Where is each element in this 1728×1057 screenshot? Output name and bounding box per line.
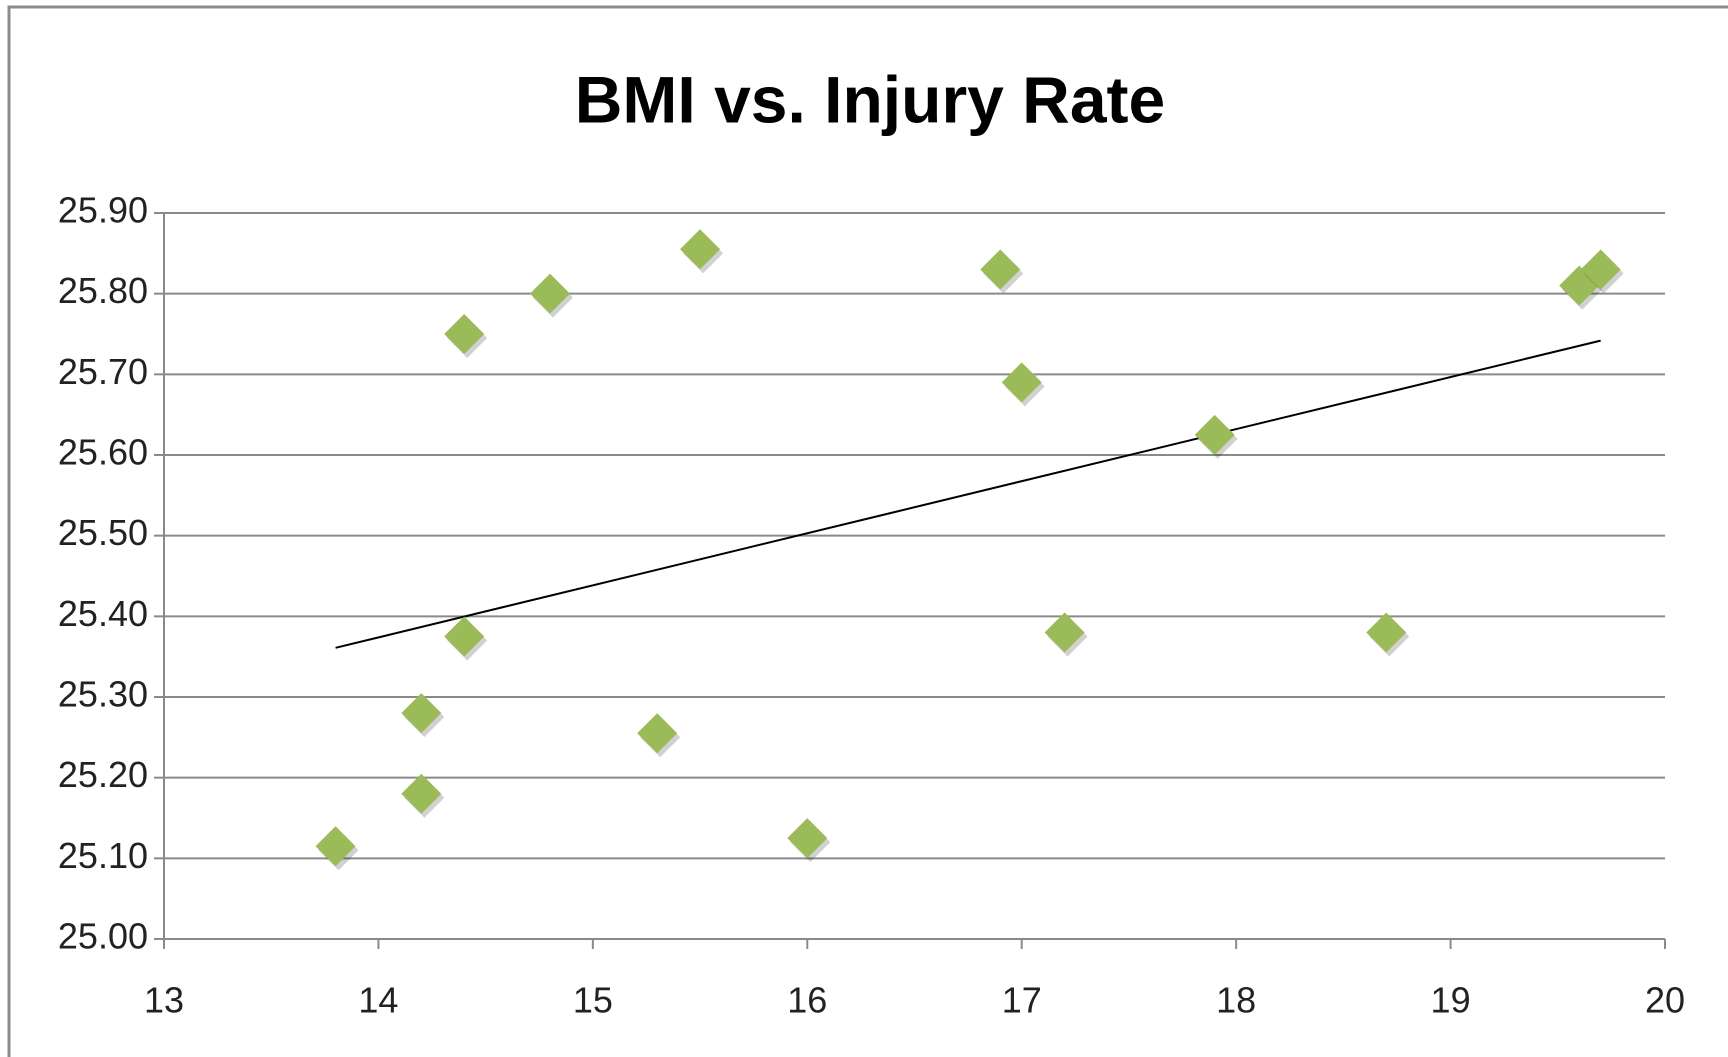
data-point (1366, 612, 1407, 653)
x-tick-label: 19 (1431, 980, 1471, 1021)
data-point (444, 314, 485, 354)
data-point (444, 616, 485, 657)
x-tick-label: 17 (1002, 980, 1042, 1021)
data-point (787, 818, 828, 859)
data-point (637, 713, 678, 754)
x-tick-label: 18 (1216, 980, 1256, 1021)
y-tick-label: 25.30 (58, 674, 148, 715)
data-point (315, 826, 356, 867)
y-tick-label: 25.80 (58, 270, 148, 311)
data-point (680, 229, 721, 270)
data-point (401, 693, 442, 734)
data-point (1001, 362, 1042, 403)
x-tick-label: 16 (787, 980, 827, 1021)
data-point (529, 273, 570, 314)
y-tick-label: 25.60 (58, 432, 148, 473)
y-tick-label: 25.40 (58, 593, 148, 634)
x-tick-label: 13 (144, 980, 184, 1021)
trendline (335, 339, 1601, 649)
y-tick-label: 25.90 (58, 190, 148, 231)
y-tick-label: 25.00 (58, 916, 148, 957)
y-tick-label: 25.50 (58, 512, 148, 553)
x-tick-label: 15 (573, 980, 613, 1021)
y-tick-label: 25.70 (58, 351, 148, 392)
data-point (1580, 249, 1621, 290)
x-tick-label: 14 (358, 980, 398, 1021)
data-point (1194, 414, 1235, 455)
data-point (980, 249, 1021, 290)
y-tick-label: 25.10 (58, 835, 148, 876)
data-point (401, 773, 442, 814)
x-tick-label: 20 (1645, 980, 1685, 1021)
y-tick-label: 25.20 (58, 754, 148, 795)
chart-title: BMI vs. Injury Rate (575, 62, 1166, 136)
data-point (1044, 612, 1085, 653)
chart-frame (7, 5, 1728, 1057)
